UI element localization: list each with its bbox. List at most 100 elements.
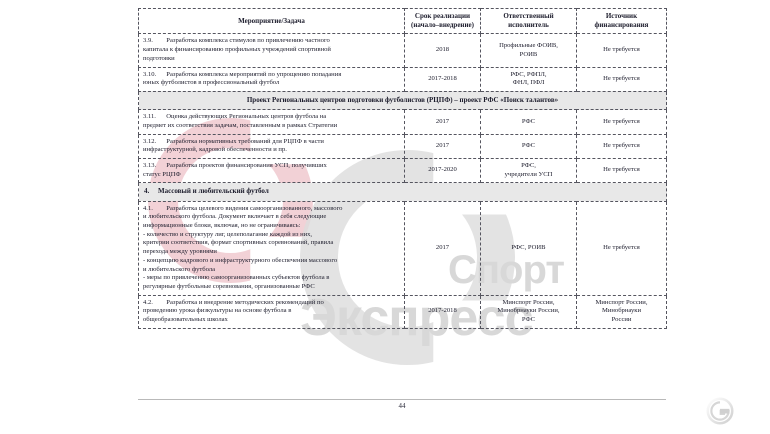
cell-financing: Не требуется bbox=[576, 200, 667, 296]
task-line: 3.10. Разработка комплекса мероприятий п… bbox=[143, 70, 342, 78]
task-line: 4.2. Разработка и внедрение методических… bbox=[143, 298, 324, 306]
table-body: 3.9. Разработка комплекса стимулов по пр… bbox=[138, 33, 667, 329]
section-label: Массовый и любительский футбол bbox=[158, 187, 269, 196]
cell-term: 2018 bbox=[404, 33, 481, 68]
task-line: юных футболистов в профессиональный футб… bbox=[143, 79, 280, 87]
financing-line: Минобрнауки bbox=[601, 307, 642, 315]
cell-responsible: РФС bbox=[480, 133, 577, 160]
task-line: - концепцию кадрового и инфраструктурног… bbox=[143, 256, 338, 264]
cell-responsible: РФС, РОИВ bbox=[480, 200, 577, 296]
cell-term: 2017 bbox=[404, 133, 481, 160]
financing-line: Не требуется bbox=[603, 141, 640, 149]
task-line: капитала к финансированию профильных учр… bbox=[143, 46, 331, 54]
cell-task: 3.11. Оценка действующих Региональных це… bbox=[138, 109, 405, 135]
responsible-line: Минспорт России, bbox=[502, 298, 555, 306]
responsible-line: РФС bbox=[521, 141, 536, 149]
cell-task: 4.1. Разработка целевого видения самоорг… bbox=[138, 200, 405, 296]
task-line: - меры по привлечению самоорганизованных… bbox=[143, 274, 330, 282]
responsible-line: учредители УСП bbox=[504, 170, 553, 178]
cell-financing: Не требуется bbox=[576, 33, 667, 68]
task-line: 3.12. Разработка нормативных требований … bbox=[143, 137, 324, 145]
cell-financing: Не требуется bbox=[576, 133, 667, 160]
task-line: критерии соответствия, формат спортивных… bbox=[143, 239, 334, 247]
table-section-row: Проект Региональных центров подготовки ф… bbox=[138, 90, 667, 111]
cell-financing: Не требуется bbox=[576, 158, 667, 184]
responsible-line: РФС bbox=[521, 316, 536, 324]
cell-term: 2017-2020 bbox=[404, 158, 481, 184]
task-line: перехода между уровнями bbox=[143, 248, 217, 256]
table-row: 3.13. Разработка проектов финансирования… bbox=[138, 158, 667, 184]
table-header-row: Мероприятие/Задача Срок реализации (нача… bbox=[138, 7, 667, 35]
table-row: 3.12. Разработка нормативных требований … bbox=[138, 133, 667, 160]
cell-task: 4.2. Разработка и внедрение методических… bbox=[138, 294, 405, 329]
cell-financing: Минспорт России, Минобрнауки России bbox=[576, 294, 667, 329]
header-term-main: Срок реализации bbox=[414, 12, 471, 20]
header-term: Срок реализации (начало–внедрение) bbox=[404, 7, 481, 35]
cell-financing: Не требуется bbox=[576, 109, 667, 135]
financing-line: Не требуется bbox=[603, 166, 640, 174]
responsible-line: РОИВ bbox=[519, 50, 538, 58]
cell-task: 3.9. Разработка комплекса стимулов по пр… bbox=[138, 33, 405, 68]
cell-responsible: Минспорт России, Минобрнауки России, РФС bbox=[480, 294, 577, 329]
task-line: общеобразовательных школах bbox=[143, 316, 228, 324]
task-line: - количество и структуру лиг, целеполага… bbox=[143, 230, 313, 238]
page-number: 44 bbox=[398, 402, 406, 410]
responsible-line: Минобрнауки России, bbox=[497, 307, 560, 315]
cell-task: 3.12. Разработка нормативных требований … bbox=[138, 133, 405, 160]
header-task: Мероприятие/Задача bbox=[138, 7, 405, 35]
header-responsible-line1: Ответственный bbox=[503, 12, 554, 20]
responsible-line: РФС, РОИВ bbox=[511, 243, 546, 251]
cell-task: 3.13. Разработка проектов финансирования… bbox=[138, 158, 405, 184]
task-line: регулярные футбольные соревнования, орга… bbox=[143, 283, 315, 290]
section-label: Проект Региональных центров подготовки ф… bbox=[246, 95, 559, 104]
task-line: 3.13. Разработка проектов финансирования… bbox=[143, 162, 327, 170]
task-number: 3.9. bbox=[143, 37, 153, 45]
cell-term: 2017 bbox=[404, 109, 481, 135]
cell-responsible: РФС, РФПЛ, ФНЛ, ПФЛ bbox=[480, 66, 577, 92]
header-responsible-line2: исполнитель bbox=[508, 21, 549, 30]
task-line: статус РЦПФ bbox=[143, 170, 181, 178]
task-line: проведению урока физкультуры на основе ф… bbox=[143, 307, 292, 315]
strategy-action-plan-table: Мероприятие/Задача Срок реализации (нача… bbox=[138, 7, 667, 329]
circle-g-logo-icon bbox=[706, 397, 734, 425]
responsible-line: РФС bbox=[521, 117, 536, 125]
cell-responsible: РФС, учредители УСП bbox=[480, 158, 577, 184]
responsible-line: РФС, bbox=[521, 162, 536, 170]
cell-task: 3.10. Разработка комплекса мероприятий п… bbox=[138, 66, 405, 92]
task-number: 3.11. bbox=[143, 113, 156, 121]
task-line: информационные блоки, включая, но не огр… bbox=[143, 222, 301, 230]
task-line: 3.9. Разработка комплекса стимулов по пр… bbox=[143, 37, 330, 45]
task-line: и любительского футбола. Документ включа… bbox=[143, 213, 327, 221]
task-line: 3.11. Оценка действующих Региональных це… bbox=[143, 113, 327, 121]
financing-line: Не требуется bbox=[603, 117, 640, 125]
task-line: предмет их соответствия задачам, поставл… bbox=[143, 121, 338, 129]
header-financing: Источник финансирования bbox=[576, 7, 667, 35]
responsible-line: ФНЛ, ПФЛ bbox=[512, 79, 545, 87]
table-row: 4.2. Разработка и внедрение методических… bbox=[138, 294, 667, 329]
task-line: инфраструктурной, кадровой обеспеченност… bbox=[143, 146, 287, 154]
financing-line: России bbox=[611, 316, 632, 324]
header-responsible: Ответственный исполнитель bbox=[480, 7, 577, 35]
task-number: 4.2. bbox=[143, 298, 153, 306]
financing-line: Не требуется bbox=[603, 74, 640, 82]
cell-responsible: Профильные ФОИВ, РОИВ bbox=[480, 33, 577, 68]
table-section-row: 4. Массовый и любительский футбол bbox=[138, 182, 667, 202]
task-number: 4.1. bbox=[143, 204, 153, 212]
header-term-sub: (начало–внедрение) bbox=[411, 21, 474, 30]
section-title: Проект Региональных центров подготовки ф… bbox=[138, 90, 667, 111]
section-title: 4. Массовый и любительский футбол bbox=[138, 182, 667, 202]
cell-responsible: РФС bbox=[480, 109, 577, 135]
section-number: 4. bbox=[144, 187, 150, 196]
task-line: 4.1. Разработка целевого видения самоорг… bbox=[143, 204, 343, 212]
task-number: 3.13. bbox=[143, 162, 157, 170]
responsible-line: Профильные ФОИВ, bbox=[499, 41, 558, 49]
task-number: 3.12. bbox=[143, 137, 157, 145]
task-line: и любительского футбола bbox=[143, 265, 216, 273]
footer-divider bbox=[138, 399, 666, 400]
cell-term: 2017-2018 bbox=[404, 66, 481, 92]
task-number: 3.10. bbox=[143, 70, 157, 78]
task-line: подготовки bbox=[143, 54, 175, 62]
cell-term: 2017-2018 bbox=[404, 294, 481, 329]
table-row: 3.10. Разработка комплекса мероприятий п… bbox=[138, 66, 667, 92]
